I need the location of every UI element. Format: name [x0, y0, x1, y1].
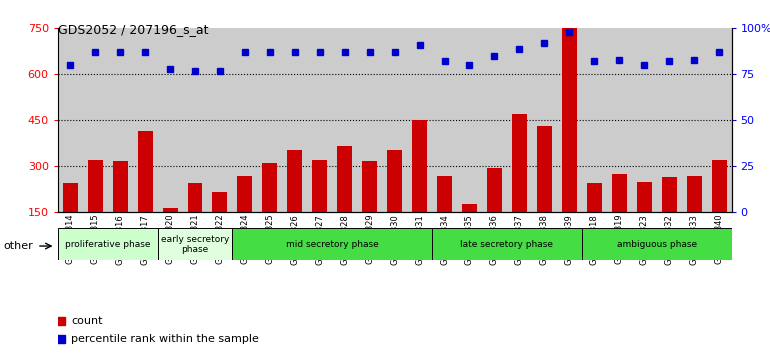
- Text: other: other: [4, 241, 34, 251]
- Bar: [58, 228, 158, 260]
- Bar: [158, 228, 233, 260]
- Bar: [287, 149, 303, 258]
- Text: GDS2052 / 207196_s_at: GDS2052 / 207196_s_at: [58, 23, 208, 36]
- Text: early secretory
phase: early secretory phase: [161, 235, 229, 254]
- Bar: [237, 176, 253, 258]
- Bar: [337, 147, 352, 258]
- Bar: [138, 131, 152, 258]
- Bar: [611, 174, 627, 258]
- Bar: [112, 161, 128, 258]
- Text: percentile rank within the sample: percentile rank within the sample: [71, 334, 259, 344]
- Bar: [362, 161, 377, 258]
- Bar: [711, 160, 727, 258]
- Text: mid secretory phase: mid secretory phase: [286, 240, 379, 249]
- Bar: [661, 177, 677, 258]
- Bar: [233, 228, 432, 260]
- Bar: [62, 183, 78, 258]
- Bar: [188, 183, 203, 258]
- Bar: [162, 208, 178, 258]
- Bar: [637, 182, 651, 258]
- Bar: [387, 149, 402, 258]
- Bar: [263, 163, 277, 258]
- Bar: [412, 120, 427, 258]
- Bar: [487, 168, 502, 258]
- Bar: [432, 228, 582, 260]
- Text: proliferative phase: proliferative phase: [65, 240, 150, 249]
- Bar: [587, 183, 601, 258]
- Bar: [462, 204, 477, 258]
- Bar: [213, 193, 227, 258]
- Bar: [437, 176, 452, 258]
- Bar: [562, 28, 577, 258]
- Bar: [512, 114, 527, 258]
- Bar: [88, 160, 102, 258]
- Text: late secretory phase: late secretory phase: [460, 240, 554, 249]
- Bar: [687, 176, 701, 258]
- Bar: [313, 160, 327, 258]
- Bar: [582, 228, 732, 260]
- Text: ambiguous phase: ambiguous phase: [617, 240, 697, 249]
- Bar: [537, 126, 552, 258]
- Text: count: count: [71, 315, 102, 326]
